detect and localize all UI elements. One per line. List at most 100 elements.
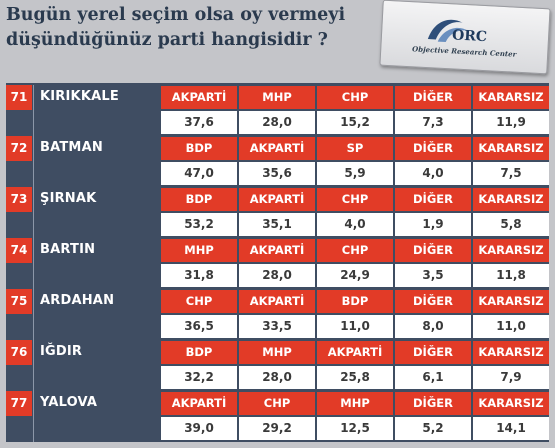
table-row: 71 KIRIKKALE AKPARTİ 37,6 MHP 28,0 CHP 15,2 DİĞE… <box>6 85 549 136</box>
party-label: MHP <box>239 341 315 364</box>
title-line-1: Bugün yerel seçim olsa oy vermeyi <box>6 5 346 25</box>
vote-share-value: 5,9 <box>317 162 393 185</box>
orc-logo-icon: ORC <box>427 19 488 45</box>
table-row: 75 ARDAHAN CHP 36,5 AKPARTİ 33,5 BDP 11,0 DİĞER 8… <box>6 289 549 340</box>
vote-share-value: 5,8 <box>473 213 549 236</box>
vote-share-value: 4,0 <box>317 213 393 236</box>
province-name: IĞDIR <box>40 344 83 359</box>
vote-share-value: 7,5 <box>473 162 549 185</box>
vote-share-value: 15,2 <box>317 111 393 134</box>
vote-share-value: 5,2 <box>395 417 471 440</box>
party-label: BDP <box>161 341 237 364</box>
party-label: KARARSIZ <box>473 290 549 313</box>
party-label: KARARSIZ <box>473 86 549 109</box>
province-number: 75 <box>6 289 32 314</box>
vote-share-value: 25,8 <box>317 366 393 389</box>
party-label: DİĞER <box>395 188 471 211</box>
vote-share-value: 1,9 <box>395 213 471 236</box>
orc-logo: ORC Objective Research Center <box>379 0 551 75</box>
party-label: CHP <box>239 392 315 415</box>
province-number: 76 <box>6 340 32 365</box>
vote-share-value: 35,6 <box>239 162 315 185</box>
province-cell: IĞDIR <box>33 340 160 391</box>
table-row: 73 ŞIRNAK BDP 53,2 AKPARTİ 35,1 CHP 4,0 DİĞER 1,9… <box>6 187 549 238</box>
party-label: AKPARTİ <box>239 239 315 262</box>
province-name: YALOVA <box>40 395 98 410</box>
vote-share-value: 6,1 <box>395 366 471 389</box>
province-number: 71 <box>6 85 32 110</box>
vote-share-value: 53,2 <box>161 213 237 236</box>
province-number: 73 <box>6 187 32 212</box>
party-label: MHP <box>317 392 393 415</box>
vote-share-value: 47,0 <box>161 162 237 185</box>
province-name: ARDAHAN <box>40 293 115 308</box>
party-label: DİĞER <box>395 290 471 313</box>
vote-share-value: 12,5 <box>317 417 393 440</box>
province-cell: BATMAN <box>33 136 160 187</box>
party-label: MHP <box>161 239 237 262</box>
vote-share-value: 7,9 <box>473 366 549 389</box>
province-name: ŞIRNAK <box>40 191 97 206</box>
party-label: DİĞER <box>395 239 471 262</box>
province-number: 74 <box>6 238 32 263</box>
party-label: CHP <box>317 188 393 211</box>
province-name: BARTIN <box>40 242 96 257</box>
party-label: DİĞER <box>395 392 471 415</box>
table-row: 74 BARTIN MHP 31,8 AKPARTİ 28,0 CHP 24,9 DİĞER 3,… <box>6 238 549 289</box>
vote-share-value: 36,5 <box>161 315 237 338</box>
vote-share-value: 28,0 <box>239 111 315 134</box>
party-label: DİĞER <box>395 86 471 109</box>
party-label: BDP <box>161 137 237 160</box>
vote-share-value: 7,3 <box>395 111 471 134</box>
vote-share-value: 3,5 <box>395 264 471 287</box>
results-table: 71 KIRIKKALE AKPARTİ 37,6 MHP 28,0 CHP 15,2 DİĞE… <box>6 83 549 442</box>
party-label: KARARSIZ <box>473 341 549 364</box>
title-line-2: düşündüğünüz parti hangisidir ? <box>6 30 328 50</box>
party-label: KARARSIZ <box>473 392 549 415</box>
province-cell: ŞIRNAK <box>33 187 160 238</box>
page-title: Bugün yerel seçim olsa oy vermeyi düşünd… <box>6 3 346 53</box>
province-cell: KIRIKKALE <box>33 85 160 136</box>
party-label: SP <box>317 137 393 160</box>
party-label: KARARSIZ <box>473 188 549 211</box>
province-number: 77 <box>6 391 32 416</box>
party-label: AKPARTİ <box>161 86 237 109</box>
party-label: CHP <box>161 290 237 313</box>
vote-share-value: 11,9 <box>473 111 549 134</box>
vote-share-value: 8,0 <box>395 315 471 338</box>
vote-share-value: 11,8 <box>473 264 549 287</box>
party-label: KARARSIZ <box>473 239 549 262</box>
vote-share-value: 28,0 <box>239 264 315 287</box>
vote-share-value: 37,6 <box>161 111 237 134</box>
province-name: BATMAN <box>40 140 103 155</box>
party-label: AKPARTİ <box>161 392 237 415</box>
vote-share-value: 35,1 <box>239 213 315 236</box>
logo-mark-text: ORC <box>452 27 488 45</box>
vote-share-value: 14,1 <box>473 417 549 440</box>
party-label: DİĞER <box>395 341 471 364</box>
party-label: AKPARTİ <box>239 290 315 313</box>
party-label: MHP <box>239 86 315 109</box>
table-row: 77 YALOVA AKPARTİ 39,0 CHP 29,2 MHP 12,5 DİĞER 5,… <box>6 391 549 442</box>
party-label: CHP <box>317 86 393 109</box>
province-cell: ARDAHAN <box>33 289 160 340</box>
party-label: BDP <box>317 290 393 313</box>
party-label: AKPARTİ <box>317 341 393 364</box>
vote-share-value: 4,0 <box>395 162 471 185</box>
table-row: 72 BATMAN BDP 47,0 AKPARTİ 35,6 SP 5,9 DİĞER 4,0 K… <box>6 136 549 187</box>
vote-share-value: 28,0 <box>239 366 315 389</box>
vote-share-value: 11,0 <box>317 315 393 338</box>
province-cell: YALOVA <box>33 391 160 442</box>
province-name: KIRIKKALE <box>40 89 119 104</box>
vote-share-value: 32,2 <box>161 366 237 389</box>
vote-share-value: 33,5 <box>239 315 315 338</box>
vote-share-value: 39,0 <box>161 417 237 440</box>
vote-share-value: 29,2 <box>239 417 315 440</box>
party-label: AKPARTİ <box>239 137 315 160</box>
province-cell: BARTIN <box>33 238 160 289</box>
table-row: 76 IĞDIR BDP 32,2 MHP 28,0 AKPARTİ 25,8 DİĞER 6,1… <box>6 340 549 391</box>
vote-share-value: 11,0 <box>473 315 549 338</box>
party-label: AKPARTİ <box>239 188 315 211</box>
vote-share-value: 31,8 <box>161 264 237 287</box>
province-number: 72 <box>6 136 32 161</box>
